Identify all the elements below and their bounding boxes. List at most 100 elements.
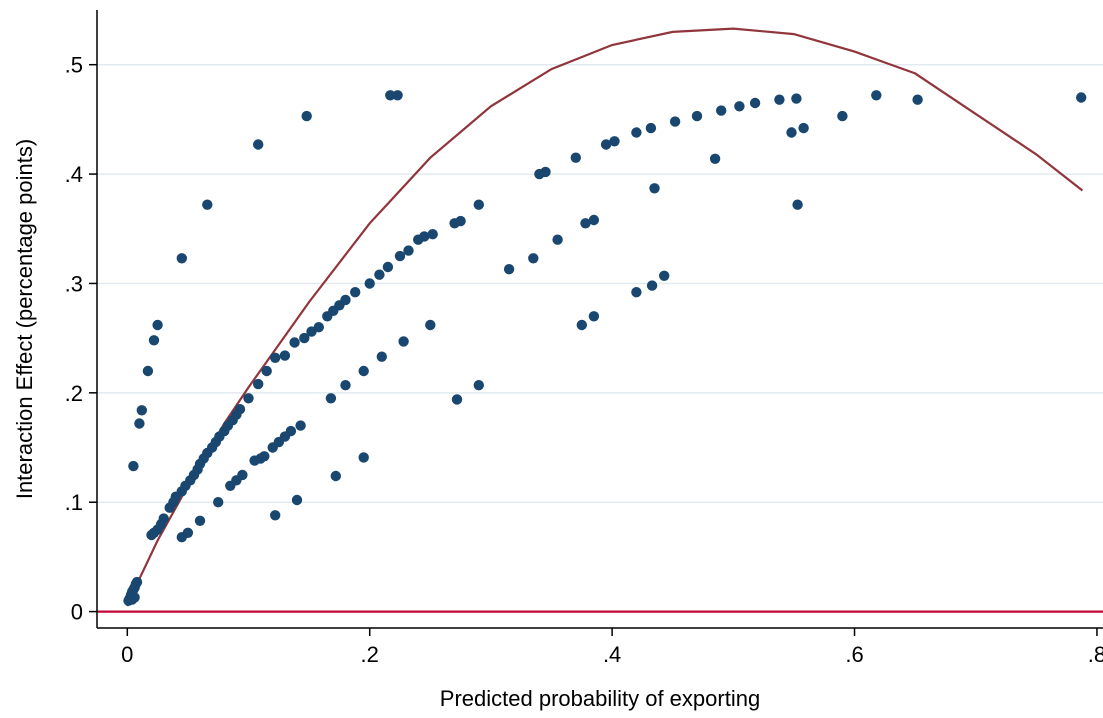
data-point-78 bbox=[1076, 92, 1087, 103]
data-point-52 bbox=[403, 245, 414, 256]
data-point-102 bbox=[330, 470, 341, 482]
data-point-64 bbox=[631, 127, 642, 138]
data-point-110 bbox=[588, 311, 600, 322]
scatter-points bbox=[123, 90, 1087, 606]
data-point-69 bbox=[734, 101, 745, 112]
data-point-77 bbox=[912, 94, 923, 105]
data-point-73 bbox=[786, 127, 797, 138]
data-point-40 bbox=[299, 332, 310, 344]
data-point-42 bbox=[313, 322, 324, 333]
data-point-72 bbox=[791, 93, 802, 104]
data-point-100 bbox=[270, 510, 281, 521]
data-point-123 bbox=[148, 335, 160, 346]
data-point-118 bbox=[792, 199, 803, 210]
data-point-108 bbox=[552, 234, 563, 245]
data-point-93 bbox=[295, 420, 306, 431]
data-point-82 bbox=[213, 497, 224, 508]
y-tick-label-3: .3 bbox=[65, 271, 83, 296]
data-point-126 bbox=[202, 199, 213, 210]
data-point-81 bbox=[194, 515, 206, 526]
y-tick-label-5: .5 bbox=[65, 53, 83, 78]
data-point-125 bbox=[176, 253, 187, 264]
data-point-130 bbox=[392, 90, 403, 101]
fitted-curve-line bbox=[126, 27, 1084, 607]
data-point-71 bbox=[774, 94, 785, 105]
data-point-115 bbox=[659, 270, 670, 281]
data-point-107 bbox=[528, 253, 539, 264]
data-point-127 bbox=[253, 139, 264, 150]
data-point-33 bbox=[234, 404, 246, 415]
x-tick-label-4: .8 bbox=[1088, 642, 1103, 667]
data-point-63 bbox=[609, 136, 620, 147]
data-point-106 bbox=[503, 264, 515, 275]
data-point-116 bbox=[649, 183, 660, 194]
data-point-60 bbox=[540, 166, 551, 178]
data-point-9 bbox=[129, 592, 140, 603]
data-point-119 bbox=[128, 460, 139, 472]
data-point-121 bbox=[136, 405, 147, 416]
y-tick-label-0: 0 bbox=[71, 600, 83, 625]
data-point-101 bbox=[291, 494, 303, 506]
data-point-67 bbox=[691, 110, 703, 122]
x-tick-label-1: .2 bbox=[361, 642, 379, 667]
data-point-103 bbox=[358, 452, 369, 463]
data-point-88 bbox=[259, 451, 270, 462]
grid-lines bbox=[97, 63, 1103, 503]
x-tick-label-2: .4 bbox=[603, 642, 621, 667]
data-point-58 bbox=[473, 199, 484, 210]
data-point-14 bbox=[158, 513, 169, 524]
data-point-104 bbox=[451, 394, 463, 405]
axes bbox=[96, 10, 1103, 629]
data-point-124 bbox=[152, 319, 163, 331]
data-point-94 bbox=[325, 393, 337, 404]
data-point-36 bbox=[261, 365, 272, 377]
data-point-46 bbox=[340, 294, 351, 306]
x-tick-label-3: .6 bbox=[845, 642, 863, 667]
y-axis-ticks: 0 .1 .2 .3 .4 .5 bbox=[65, 53, 97, 625]
data-point-66 bbox=[669, 116, 681, 127]
x-axis-ticks: 0 .2 .4 .6 .8 bbox=[121, 628, 1103, 667]
data-point-54 bbox=[419, 231, 430, 242]
data-point-122 bbox=[142, 365, 154, 377]
data-point-57 bbox=[455, 215, 466, 227]
data-point-128 bbox=[301, 110, 312, 122]
data-point-62 bbox=[600, 139, 612, 150]
y-tick-label-1: .1 bbox=[65, 490, 83, 515]
data-point-129 bbox=[385, 90, 396, 101]
data-point-74 bbox=[798, 122, 809, 134]
data-point-85 bbox=[237, 469, 248, 481]
data-point-50 bbox=[382, 261, 394, 273]
data-point-68 bbox=[716, 105, 727, 116]
data-point-92 bbox=[285, 425, 297, 437]
data-point-113 bbox=[631, 287, 642, 298]
data-point-120 bbox=[134, 418, 145, 429]
data-point-114 bbox=[646, 280, 658, 291]
data-point-49 bbox=[374, 269, 385, 280]
y-tick-label-4: .4 bbox=[65, 162, 83, 187]
data-point-51 bbox=[394, 250, 406, 262]
data-point-35 bbox=[253, 378, 264, 390]
data-point-70 bbox=[749, 97, 761, 109]
data-point-61 bbox=[570, 152, 581, 163]
data-point-48 bbox=[364, 278, 375, 289]
data-point-55 bbox=[427, 229, 438, 240]
data-point-109 bbox=[576, 319, 587, 331]
data-point-105 bbox=[473, 380, 484, 391]
data-point-39 bbox=[289, 337, 300, 348]
fitted-curve bbox=[126, 27, 1084, 607]
y-tick-label-2: .2 bbox=[65, 381, 83, 406]
data-point-7 bbox=[131, 576, 143, 588]
data-point-111 bbox=[580, 218, 591, 229]
data-point-34 bbox=[243, 393, 254, 404]
data-point-38 bbox=[279, 350, 291, 361]
data-point-37 bbox=[270, 352, 281, 363]
data-point-117 bbox=[709, 153, 721, 164]
data-point-80 bbox=[182, 527, 194, 538]
x-tick-label-0: 0 bbox=[121, 642, 133, 667]
data-point-98 bbox=[398, 336, 409, 347]
data-point-47 bbox=[350, 287, 361, 298]
data-point-95 bbox=[340, 380, 351, 391]
data-point-75 bbox=[837, 110, 848, 122]
data-point-99 bbox=[425, 319, 436, 331]
